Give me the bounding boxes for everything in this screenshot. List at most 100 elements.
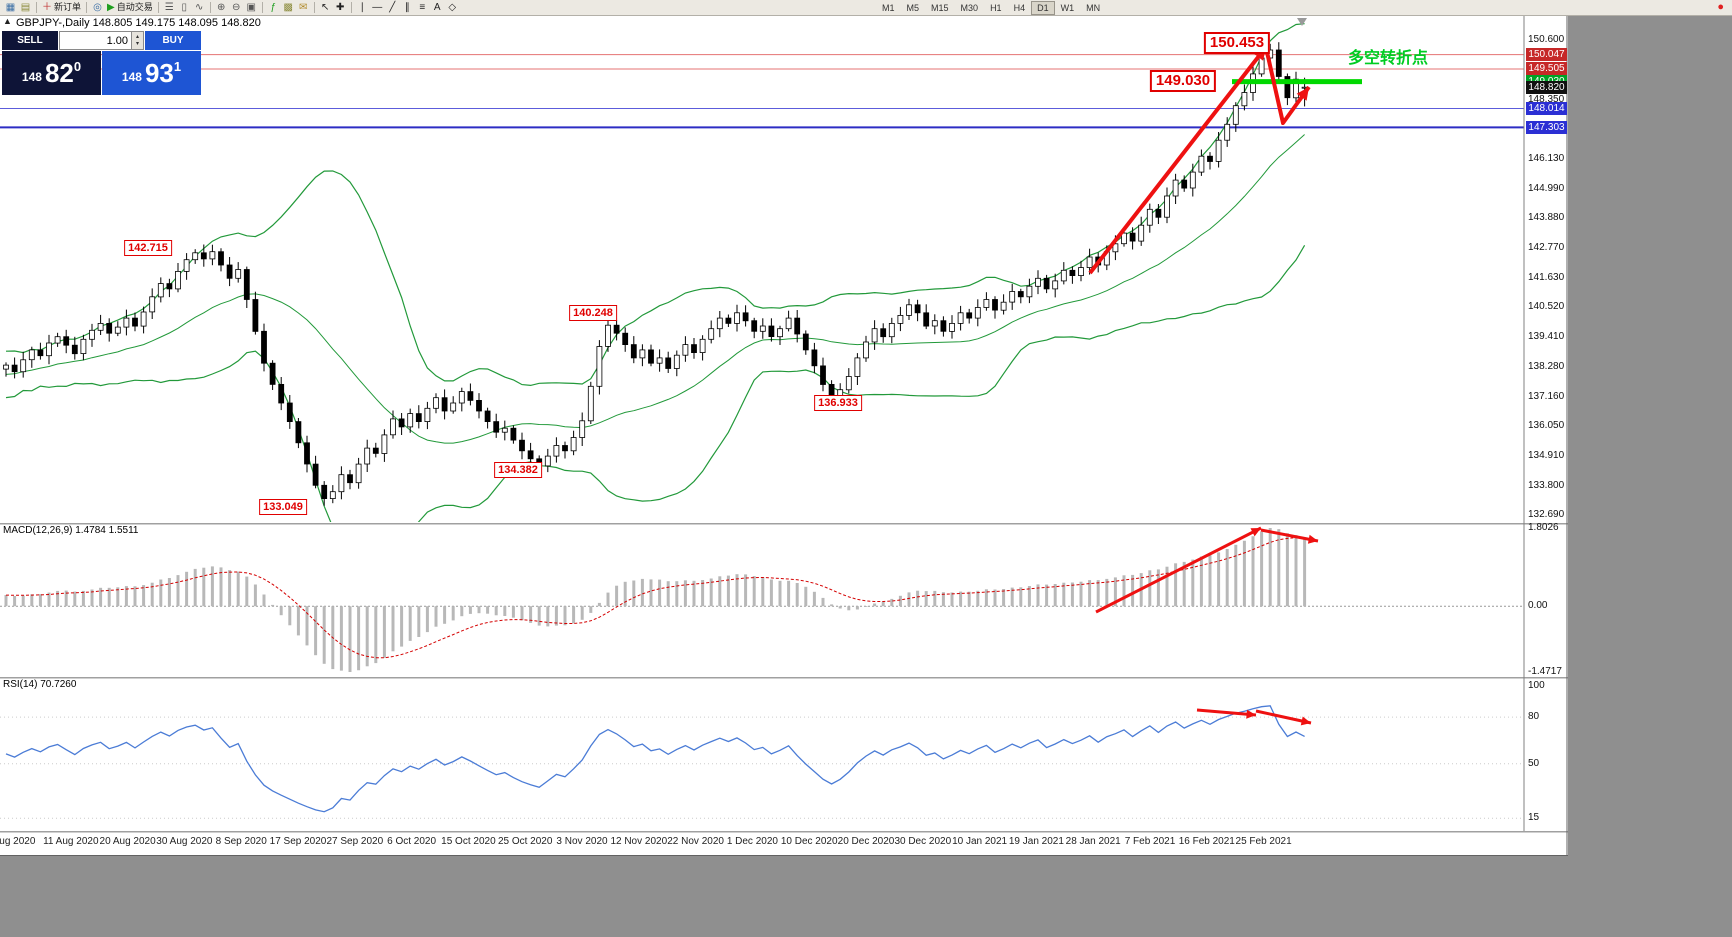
bar-chart-icon[interactable]: ☰ (162, 1, 177, 15)
date-label[interactable]: 17 Sep 2020 (269, 836, 327, 847)
toolbar-separator (350, 2, 352, 13)
date-label[interactable]: 12 Nov 2020 (610, 836, 668, 847)
timeframe-m30[interactable]: M30 (960, 3, 979, 13)
new-order-button: ＋ (42, 1, 52, 13)
templates-icon[interactable]: ▩ (281, 1, 296, 15)
date-label[interactable]: 20 Aug 2020 (99, 836, 156, 847)
date-label[interactable]: 8 Sep 2020 (215, 836, 267, 847)
buy-price-button[interactable]: 148 93 1 (102, 51, 201, 95)
macd-signal-line (5, 537, 1305, 659)
chart-shift-marker[interactable] (1297, 18, 1307, 26)
timeframe-d1[interactable]: D1 (1031, 1, 1055, 15)
price-annotation: 134.382 (494, 462, 542, 478)
shapes-icon[interactable]: ◇ (445, 1, 460, 15)
date-label[interactable]: 11 Aug 2020 (43, 836, 99, 847)
buy-price-prefix: 148 (121, 70, 142, 84)
hline-icon[interactable]: — (370, 1, 385, 15)
panel-separator[interactable] (0, 523, 1568, 525)
candles (3, 42, 1308, 506)
sell-price-pips: 82 (44, 58, 74, 88)
crosshair-icon[interactable]: ✚ (333, 1, 348, 15)
mail-icon: ✉ (299, 1, 308, 13)
price-scale-badge: 149.505 (1526, 62, 1567, 76)
new-order-button[interactable]: ＋新订单 (40, 1, 83, 15)
panel-separator[interactable] (0, 831, 1568, 833)
date-label[interactable]: 7 Feb 2021 (1124, 836, 1176, 847)
new-order-button-label: 新订单 (54, 2, 82, 12)
date-label[interactable]: 19 Jan 2021 (1008, 836, 1064, 847)
turning-point-label: 多空转折点 (1347, 50, 1429, 67)
spinner-down-icon[interactable]: ▾ (135, 40, 139, 47)
date-label[interactable]: 25 Oct 2020 (497, 836, 553, 847)
date-label[interactable]: 3 Nov 2020 (556, 836, 608, 847)
timeframe-m15[interactable]: M15 (931, 3, 949, 13)
price-annotation: 150.453 (1203, 32, 1271, 54)
date-label[interactable]: 20 Dec 2020 (837, 836, 895, 847)
fibonacci-icon[interactable]: ≡ (415, 1, 430, 15)
date-label[interactable]: 27 Sep 2020 (326, 836, 384, 847)
templates-icon: ▩ (283, 1, 293, 13)
price-scale-badge: 148.014 (1526, 102, 1567, 116)
toolbar-separator (86, 2, 88, 13)
channel-icon[interactable]: ∥ (400, 1, 415, 15)
timeframe-h1[interactable]: H1 (990, 3, 1002, 13)
volume-spinner[interactable]: ▴ ▾ (131, 32, 143, 49)
timeframe-h4[interactable]: H4 (1013, 3, 1026, 13)
timeframe-m1[interactable]: M1 (882, 3, 895, 13)
macd-scale-zero: 0.00 (1528, 600, 1548, 612)
price-annotation: 136.933 (814, 395, 862, 411)
indicators-icon[interactable]: ƒ (266, 1, 281, 15)
date-label[interactable]: 25 Feb 2021 (1235, 836, 1292, 847)
price-scale-tick: 137.160 (1528, 390, 1565, 402)
macd-label: MACD(12,26,9) 1.4784 1.5511 (3, 525, 139, 536)
date-label[interactable]: 28 Jan 2021 (1065, 836, 1121, 847)
price-scale-tick: 133.800 (1528, 479, 1565, 491)
autotrading-button: ▶ (107, 1, 115, 13)
price-annotation: 142.715 (124, 240, 172, 256)
market-watch-icon[interactable]: ◎ (90, 1, 105, 15)
arrange-windows-icon[interactable]: ▣ (244, 1, 259, 15)
timeframe-m5[interactable]: M5 (906, 3, 920, 13)
date-label[interactable]: 1 Dec 2020 (726, 836, 778, 847)
candle-chart-icon[interactable]: ▯ (177, 1, 192, 15)
macd-scale-min: -1.4717 (1528, 666, 1562, 677)
one-click-collapse-icon[interactable]: ▲ (3, 16, 12, 26)
date-label[interactable]: 6 Oct 2020 (387, 836, 437, 847)
zoom-in-icon[interactable]: ⊕ (214, 1, 229, 15)
new-chart-icon[interactable]: ▦ (3, 1, 18, 15)
buy-button[interactable]: BUY (145, 31, 201, 50)
date-label[interactable]: 10 Dec 2020 (780, 836, 838, 847)
buy-price-pips: 93 (144, 58, 174, 88)
sell-price-button[interactable]: 148 82 0 (2, 51, 101, 95)
text-label-icon[interactable]: A (430, 1, 445, 15)
arrange-windows-icon: ▣ (246, 1, 256, 13)
line-chart-icon[interactable]: ∿ (192, 1, 207, 15)
candle-chart-icon: ▯ (181, 1, 187, 13)
cursor-icon[interactable]: ↖ (318, 1, 333, 15)
date-label[interactable]: 15 Oct 2020 (441, 836, 496, 847)
date-label[interactable]: 10 Jan 2021 (952, 836, 1008, 847)
date-label[interactable]: Aug 2020 (0, 836, 36, 847)
volume-input[interactable]: 1.00 ▴ ▾ (59, 31, 144, 50)
trendline-icon[interactable]: ╱ (385, 1, 400, 15)
rsi-scale-tick: 100 (1528, 680, 1545, 691)
one-click-trading-panel: SELL 1.00 ▴ ▾ BUY 148 82 0 148 93 1 (2, 31, 201, 95)
date-label[interactable]: 30 Dec 2020 (894, 836, 952, 847)
date-label[interactable]: 22 Nov 2020 (667, 836, 724, 847)
timeframe-mn[interactable]: MN (1086, 3, 1101, 13)
community-icon[interactable]: ● (1717, 1, 1724, 13)
vline-icon[interactable]: ∣ (355, 1, 370, 15)
profiles-icon[interactable]: ▤ (18, 1, 33, 15)
spinner-up-icon[interactable]: ▴ (135, 33, 139, 40)
autotrading-button[interactable]: ▶ 自动交易 (105, 1, 155, 15)
date-label[interactable]: 16 Feb 2021 (1178, 836, 1235, 847)
date-label[interactable]: 30 Aug 2020 (156, 836, 213, 847)
price-scale-tick: 142.770 (1528, 241, 1565, 253)
timeframe-w1[interactable]: W1 (1060, 3, 1075, 13)
zoom-out-icon[interactable]: ⊖ (229, 1, 244, 15)
sell-button[interactable]: SELL (2, 31, 58, 50)
panel-separator[interactable] (0, 677, 1568, 679)
mail-icon[interactable]: ✉ (296, 1, 311, 15)
